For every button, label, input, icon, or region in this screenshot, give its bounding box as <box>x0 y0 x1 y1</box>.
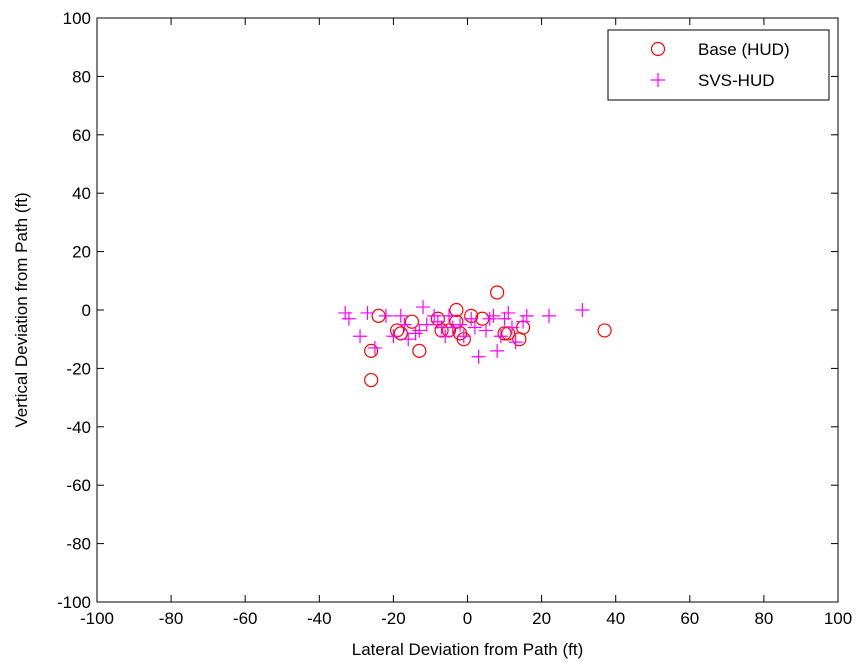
plus-point <box>486 308 501 323</box>
plus-point <box>378 308 393 323</box>
circle-point <box>490 285 505 300</box>
legend-box <box>607 29 830 101</box>
plus-point <box>401 332 416 347</box>
plus-point <box>516 314 531 329</box>
x-tick-label: -40 <box>307 609 332 628</box>
plus-point <box>456 329 471 344</box>
x-tick-label: 100 <box>824 609 852 628</box>
series-svs-hud <box>338 300 590 364</box>
plus-point <box>497 311 512 326</box>
plus-point <box>493 329 508 344</box>
legend: Base (HUD) SVS-HUD <box>607 29 830 101</box>
circle-point <box>441 323 457 338</box>
plus-point <box>393 308 408 323</box>
plus-point <box>542 308 557 323</box>
plus-point <box>504 320 519 335</box>
plus-point <box>501 305 516 320</box>
y-tick-label: 100 <box>63 9 91 28</box>
x-tick-label: -60 <box>233 609 258 628</box>
y-tick-label: -100 <box>57 593 91 612</box>
legend-label: SVS-HUD <box>698 71 775 90</box>
plus-point <box>482 311 497 326</box>
y-tick-label: -60 <box>66 476 91 495</box>
plus-point <box>464 311 479 326</box>
circle-point <box>449 302 464 318</box>
y-tick-label: -20 <box>66 359 91 378</box>
x-tick-label: -20 <box>381 609 406 628</box>
circle-point <box>393 326 408 341</box>
circle-point <box>501 326 516 341</box>
plus-point <box>408 326 423 341</box>
plus-point <box>445 320 460 335</box>
axis-ticks: -100 -80 -60 -40 -20 0 20 40 60 80 100 -100 -80 -60 -4… <box>57 9 852 628</box>
legend-label: Base (HUD) <box>698 40 790 59</box>
legend-marker <box>650 41 666 57</box>
plus-point <box>508 335 523 350</box>
plus-point <box>360 305 375 320</box>
circle-point <box>364 343 379 358</box>
circle-point <box>412 343 427 358</box>
y-tick-label: 0 <box>82 301 91 320</box>
data-marks <box>338 285 612 388</box>
plus-point <box>338 305 353 320</box>
plus-point <box>519 308 534 323</box>
plus-point <box>471 349 486 364</box>
x-tick-label: 0 <box>463 609 472 628</box>
y-axis-title: Vertical Deviation from Path (ft) <box>12 192 31 427</box>
plus-point <box>467 320 482 335</box>
series-base-hud <box>364 285 612 388</box>
circle-point <box>364 372 379 388</box>
plus-point <box>419 317 434 332</box>
circle-point <box>404 314 420 329</box>
y-tick-label: 20 <box>72 243 91 262</box>
y-tick-label: -40 <box>66 418 91 437</box>
legend-marker <box>651 73 665 87</box>
x-tick-label: 40 <box>606 609 625 628</box>
plus-point <box>427 308 442 323</box>
x-tick-label: 20 <box>532 609 551 628</box>
y-tick-label: -80 <box>66 535 91 554</box>
x-tick-label: -80 <box>159 609 184 628</box>
circle-point <box>497 326 512 341</box>
plus-point <box>397 317 412 332</box>
plus-point <box>341 311 356 326</box>
plus-point <box>430 314 445 329</box>
y-tick-label: 40 <box>72 184 91 203</box>
x-tick-label: 80 <box>754 609 773 628</box>
plus-point <box>367 340 382 355</box>
y-tick-label: 80 <box>72 67 91 86</box>
circle-point <box>390 323 405 338</box>
x-axis-title: Lateral Deviation from Path (ft) <box>352 640 583 659</box>
plus-point <box>353 329 368 344</box>
x-tick-label: -100 <box>80 609 114 628</box>
plus-point <box>479 323 494 338</box>
plus-point <box>416 300 431 315</box>
plus-point <box>386 329 401 344</box>
x-tick-label: 60 <box>680 609 699 628</box>
plus-point <box>441 308 456 323</box>
plus-point <box>575 303 590 317</box>
plus-point <box>490 343 505 358</box>
plus-point <box>412 323 427 338</box>
circle-point <box>597 323 612 338</box>
plus-point <box>438 329 453 344</box>
plus-point <box>453 317 468 332</box>
y-tick-label: 60 <box>72 126 91 145</box>
